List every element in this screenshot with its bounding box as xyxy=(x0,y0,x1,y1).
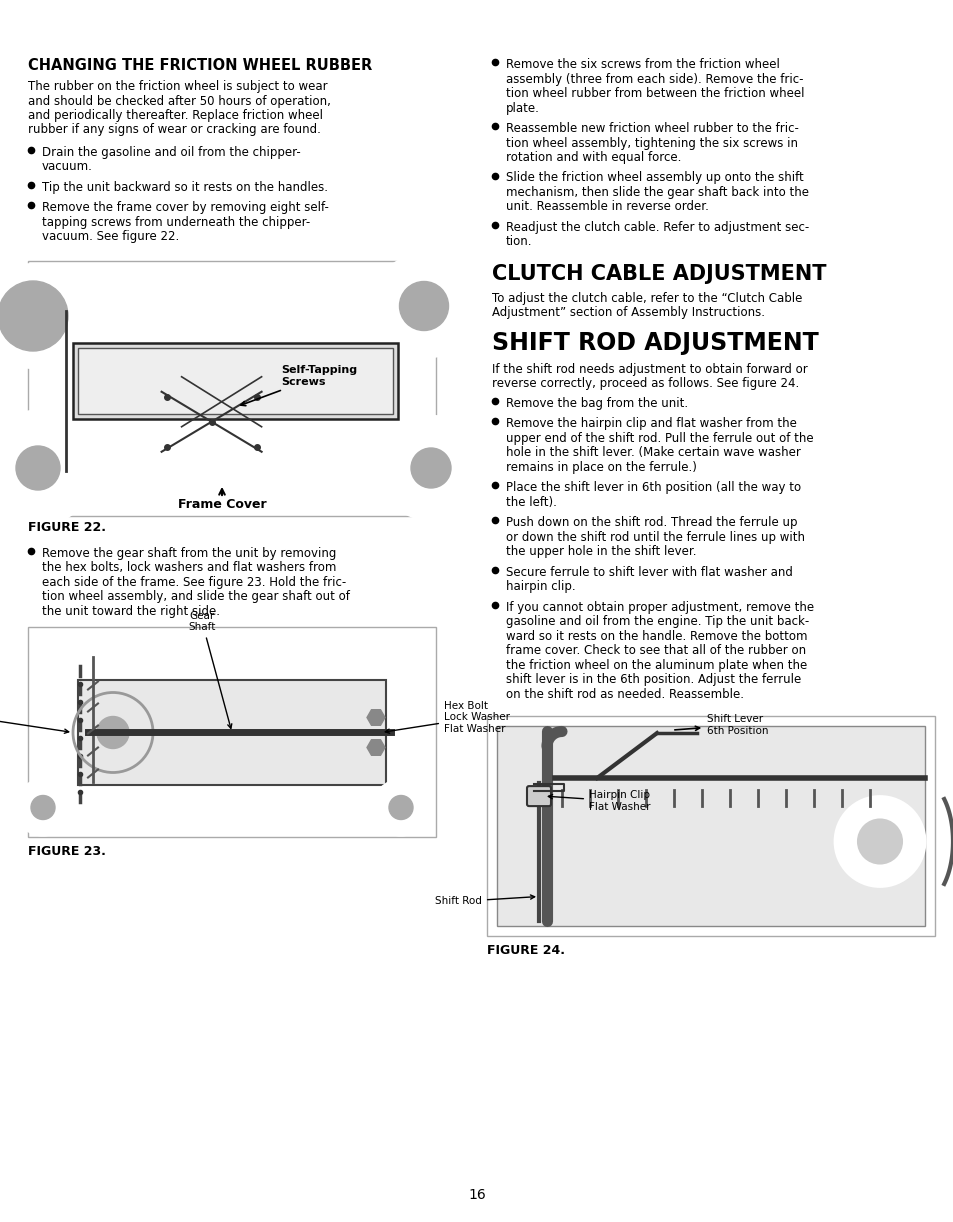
Circle shape xyxy=(30,796,55,820)
FancyBboxPatch shape xyxy=(78,347,393,414)
Circle shape xyxy=(857,820,901,864)
Text: The rubber on the friction wheel is subject to wear: The rubber on the friction wheel is subj… xyxy=(28,79,327,93)
Text: hole in the shift lever. (Make certain wave washer: hole in the shift lever. (Make certain w… xyxy=(505,446,800,459)
Text: the unit toward the right side.: the unit toward the right side. xyxy=(42,605,220,618)
Text: tion wheel assembly, tightening the six screws in: tion wheel assembly, tightening the six … xyxy=(505,137,797,149)
Text: assembly (three from each side). Remove the fric-: assembly (three from each side). Remove … xyxy=(505,72,802,86)
Text: remains in place on the ferrule.): remains in place on the ferrule.) xyxy=(505,461,696,474)
Text: and periodically thereafter. Replace friction wheel: and periodically thereafter. Replace fri… xyxy=(28,109,323,122)
FancyBboxPatch shape xyxy=(526,786,551,807)
Text: reverse correctly, proceed as follows. See figure 24.: reverse correctly, proceed as follows. S… xyxy=(492,378,799,391)
Text: CLUTCH CABLE ADJUSTMENT: CLUTCH CABLE ADJUSTMENT xyxy=(492,264,825,284)
Text: rotation and with equal force.: rotation and with equal force. xyxy=(505,152,680,164)
Text: SHIFT ROD ADJUSTMENT: SHIFT ROD ADJUSTMENT xyxy=(492,331,818,356)
Polygon shape xyxy=(367,739,385,755)
Circle shape xyxy=(16,446,60,490)
Circle shape xyxy=(0,281,68,351)
Text: Remove the frame cover by removing eight self-: Remove the frame cover by removing eight… xyxy=(42,202,329,215)
Circle shape xyxy=(372,254,476,358)
Polygon shape xyxy=(367,710,385,726)
Circle shape xyxy=(399,281,448,330)
Text: Frame Cover: Frame Cover xyxy=(177,499,266,511)
Circle shape xyxy=(97,716,129,749)
FancyBboxPatch shape xyxy=(28,262,436,516)
Text: tion wheel assembly, and slide the gear shaft out of: tion wheel assembly, and slide the gear … xyxy=(42,590,350,604)
Text: FIGURE 24.: FIGURE 24. xyxy=(486,945,564,958)
Circle shape xyxy=(373,780,429,836)
Text: Slide the friction wheel assembly up onto the shift: Slide the friction wheel assembly up ont… xyxy=(505,171,803,185)
Text: tion wheel rubber from between the friction wheel: tion wheel rubber from between the frict… xyxy=(505,87,803,100)
Text: hairpin clip.: hairpin clip. xyxy=(505,580,575,594)
Circle shape xyxy=(389,796,413,820)
Circle shape xyxy=(834,797,924,886)
Text: Push down on the shift rod. Thread the ferrule up: Push down on the shift rod. Thread the f… xyxy=(505,517,797,529)
Text: Readjust the clutch cable. Refer to adjustment sec-: Readjust the clutch cable. Refer to adju… xyxy=(505,221,808,233)
Text: CHANGING THE FRICTION WHEEL RUBBER: CHANGING THE FRICTION WHEEL RUBBER xyxy=(28,57,372,73)
Text: tion.: tion. xyxy=(505,236,532,248)
FancyBboxPatch shape xyxy=(497,727,924,926)
Circle shape xyxy=(15,780,71,836)
Text: vacuum.: vacuum. xyxy=(42,160,92,174)
FancyBboxPatch shape xyxy=(73,342,397,419)
Text: and should be checked after 50 hours of operation,: and should be checked after 50 hours of … xyxy=(28,94,331,108)
Text: upper end of the shift rod. Pull the ferrule out of the: upper end of the shift rod. Pull the fer… xyxy=(505,433,813,445)
Text: Reassemble new friction wheel rubber to the fric-: Reassemble new friction wheel rubber to … xyxy=(505,122,798,134)
Text: Shift Lever
6th Position: Shift Lever 6th Position xyxy=(674,715,768,736)
Text: To adjust the clutch cable, refer to the “Clutch Cable: To adjust the clutch cable, refer to the… xyxy=(492,292,801,306)
Text: on the shift rod as needed. Reassemble.: on the shift rod as needed. Reassemble. xyxy=(505,688,743,701)
Text: the hex bolts, lock washers and flat washers from: the hex bolts, lock washers and flat was… xyxy=(42,561,336,574)
Circle shape xyxy=(411,448,451,488)
Text: Remove the six screws from the friction wheel: Remove the six screws from the friction … xyxy=(505,57,779,71)
FancyBboxPatch shape xyxy=(28,628,436,837)
Text: Gear
Shaft: Gear Shaft xyxy=(188,611,232,728)
Text: Hex Bolt
Lock Washer
Flat Washer: Hex Bolt Lock Washer Flat Washer xyxy=(385,701,510,734)
Text: vacuum. See figure 22.: vacuum. See figure 22. xyxy=(42,231,179,243)
Text: FIGURE 22.: FIGURE 22. xyxy=(28,521,106,534)
Text: or down the shift rod until the ferrule lines up with: or down the shift rod until the ferrule … xyxy=(505,532,804,544)
Text: Shift Rod: Shift Rod xyxy=(435,895,534,907)
Text: Drain the gasoline and oil from the chipper-: Drain the gasoline and oil from the chip… xyxy=(42,145,300,159)
Text: Self-Tapping
Screws: Self-Tapping Screws xyxy=(241,365,357,406)
Text: the upper hole in the shift lever.: the upper hole in the shift lever. xyxy=(505,545,696,558)
Text: Tip the unit backward so it rests on the handles.: Tip the unit backward so it rests on the… xyxy=(42,181,328,194)
Text: Secure ferrule to shift lever with flat washer and: Secure ferrule to shift lever with flat … xyxy=(505,566,792,579)
Text: FIGURE 23.: FIGURE 23. xyxy=(28,846,106,859)
Text: shift lever is in the 6th position. Adjust the ferrule: shift lever is in the 6th position. Adju… xyxy=(505,673,801,687)
Text: rubber if any signs of wear or cracking are found.: rubber if any signs of wear or cracking … xyxy=(28,123,320,137)
FancyBboxPatch shape xyxy=(78,679,386,785)
Text: Hairpin Clip
Flat Washer: Hairpin Clip Flat Washer xyxy=(548,791,650,811)
Text: the left).: the left). xyxy=(505,496,557,510)
Text: Place the shift lever in 6th position (all the way to: Place the shift lever in 6th position (a… xyxy=(505,481,801,495)
Text: If the shift rod needs adjustment to obtain forward or: If the shift rod needs adjustment to obt… xyxy=(492,363,807,376)
Text: Remove the bag from the unit.: Remove the bag from the unit. xyxy=(505,397,687,411)
Text: each side of the frame. See figure 23. Hold the fric-: each side of the frame. See figure 23. H… xyxy=(42,576,346,589)
Text: Remove the hairpin clip and flat washer from the: Remove the hairpin clip and flat washer … xyxy=(505,418,796,430)
Text: If you cannot obtain proper adjustment, remove the: If you cannot obtain proper adjustment, … xyxy=(505,601,813,613)
Text: mechanism, then slide the gear shaft back into the: mechanism, then slide the gear shaft bac… xyxy=(505,186,808,199)
Text: plate.: plate. xyxy=(505,101,539,115)
Text: Friction
Wheel: Friction Wheel xyxy=(0,706,69,733)
Text: unit. Reassemble in reverse order.: unit. Reassemble in reverse order. xyxy=(505,200,708,214)
FancyBboxPatch shape xyxy=(486,716,934,936)
Circle shape xyxy=(378,415,482,521)
Text: the friction wheel on the aluminum plate when the: the friction wheel on the aluminum plate… xyxy=(505,659,806,672)
Text: Adjustment” section of Assembly Instructions.: Adjustment” section of Assembly Instruct… xyxy=(492,307,764,319)
Text: ward so it rests on the handle. Remove the bottom: ward so it rests on the handle. Remove t… xyxy=(505,631,806,643)
Text: gasoline and oil from the engine. Tip the unit back-: gasoline and oil from the engine. Tip th… xyxy=(505,616,808,628)
Text: tapping screws from underneath the chipper-: tapping screws from underneath the chipp… xyxy=(42,216,310,229)
Text: frame cover. Check to see that all of the rubber on: frame cover. Check to see that all of th… xyxy=(505,644,805,657)
Circle shape xyxy=(0,264,85,368)
Circle shape xyxy=(0,411,95,525)
Text: Remove the gear shaft from the unit by removing: Remove the gear shaft from the unit by r… xyxy=(42,547,336,560)
Text: 16: 16 xyxy=(468,1188,485,1202)
